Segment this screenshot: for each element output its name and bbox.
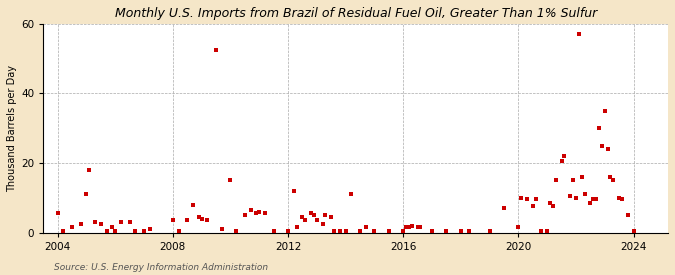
Point (334, 229, 345, 233)
Point (115, 220, 126, 224)
Point (547, 204, 558, 209)
Point (614, 196, 624, 200)
Point (167, 218, 178, 222)
Point (196, 216, 207, 221)
Point (579, 192, 590, 196)
Point (101, 229, 112, 233)
Point (130, 229, 141, 233)
Point (76, 222, 86, 226)
Point (231, 229, 242, 233)
Point (427, 229, 437, 233)
Point (95, 222, 106, 226)
Point (202, 218, 213, 222)
Point (354, 229, 365, 233)
Point (107, 225, 117, 230)
Point (622, 213, 633, 217)
Point (283, 229, 294, 233)
Point (193, 215, 204, 219)
Point (58, 229, 69, 233)
Point (144, 227, 155, 231)
Point (317, 222, 328, 226)
Point (254, 210, 265, 214)
Point (260, 211, 271, 216)
Title: Monthly U.S. Imports from Brazil of Residual Fuel Oil, Greater Than 1% Sulfur: Monthly U.S. Imports from Brazil of Resi… (115, 7, 597, 20)
Point (597, 143, 608, 148)
Point (522, 197, 533, 202)
Point (412, 225, 423, 230)
Point (513, 225, 524, 230)
Point (173, 229, 184, 233)
Point (576, 175, 587, 179)
Point (188, 202, 198, 207)
Point (138, 229, 149, 233)
Point (300, 218, 310, 222)
Point (599, 109, 610, 113)
Point (441, 229, 452, 233)
Point (329, 229, 340, 233)
Point (585, 201, 596, 205)
Point (530, 197, 541, 202)
Point (291, 225, 302, 230)
Point (326, 215, 337, 219)
Point (308, 213, 319, 217)
Point (225, 178, 236, 183)
Point (297, 215, 308, 219)
Point (406, 223, 417, 228)
Point (545, 201, 556, 205)
Point (84, 168, 95, 172)
Point (211, 48, 221, 52)
Point (527, 204, 538, 209)
Point (565, 194, 576, 198)
Point (320, 213, 331, 217)
Point (605, 175, 616, 179)
Point (311, 218, 322, 222)
Point (369, 229, 380, 233)
Point (245, 208, 256, 212)
Point (404, 225, 414, 230)
Point (52, 211, 63, 216)
Point (602, 147, 613, 151)
Point (591, 197, 601, 202)
Point (182, 218, 192, 222)
Point (516, 196, 526, 200)
Point (398, 229, 408, 233)
Point (383, 229, 394, 233)
Point (499, 206, 510, 210)
Point (240, 213, 250, 217)
Text: Source: U.S. Energy Information Administration: Source: U.S. Energy Information Administ… (54, 263, 268, 272)
Point (556, 159, 567, 163)
Point (464, 229, 475, 233)
Point (306, 211, 317, 216)
Point (268, 229, 279, 233)
Point (288, 189, 299, 193)
Point (570, 196, 581, 200)
Point (542, 229, 553, 233)
Point (536, 229, 547, 233)
Point (346, 192, 357, 196)
Point (251, 211, 262, 216)
Point (456, 229, 466, 233)
Y-axis label: Thousand Barrels per Day: Thousand Barrels per Day (7, 65, 17, 192)
Point (550, 178, 561, 183)
Point (67, 225, 78, 230)
Point (415, 225, 426, 230)
Point (217, 227, 227, 231)
Point (110, 229, 121, 233)
Point (124, 220, 135, 224)
Point (568, 178, 578, 183)
Point (484, 229, 495, 233)
Point (401, 225, 412, 230)
Point (593, 126, 604, 130)
Point (340, 229, 351, 233)
Point (588, 197, 599, 202)
Point (616, 197, 627, 202)
Point (81, 192, 92, 196)
Point (559, 154, 570, 158)
Point (360, 225, 371, 230)
Point (90, 220, 101, 224)
Point (573, 32, 584, 37)
Point (628, 229, 639, 233)
Point (608, 178, 619, 183)
